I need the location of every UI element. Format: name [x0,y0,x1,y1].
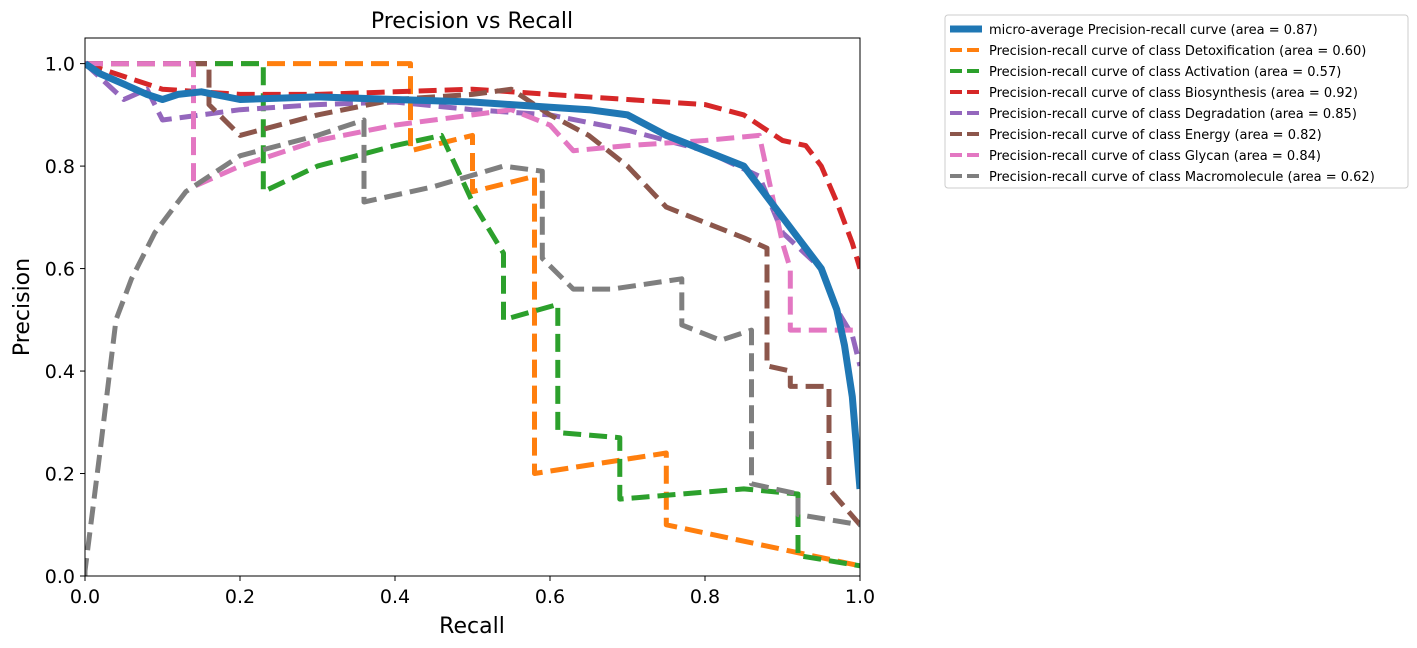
chart-title: Precision vs Recall [371,9,573,34]
x-tick-label: 1.0 [845,586,875,608]
x-axis-ticks: 0.0 0.2 0.4 0.6 0.8 1.0 [70,576,875,608]
legend-label-2: Precision-recall curve of class Activati… [989,65,1341,80]
y-axis-ticks: 0.0 0.2 0.4 0.6 0.8 1.0 [45,54,85,588]
legend-frame [944,14,1409,189]
legend: micro-average Precision-recall curve (ar… [944,14,1409,189]
x-tick-label: 0.8 [690,586,720,608]
y-tick-label: 0.0 [45,566,75,588]
plot-frame [84,37,861,577]
y-tick-label: 0.8 [45,156,75,178]
legend-label-1: Precision-recall curve of class Detoxifi… [989,44,1366,59]
series-line-4 [85,61,860,367]
y-axis-label: Precision [10,258,35,356]
x-tick-label: 0.0 [70,586,100,608]
series-line-5 [85,61,860,527]
legend-label-4: Precision-recall curve of class Degradat… [989,107,1357,122]
legend-label-7: Precision-recall curve of class Macromol… [989,170,1375,185]
series-line-6 [85,61,860,333]
series-line-0 [85,60,860,490]
series-line-3 [85,61,860,270]
x-tick-label: 0.2 [225,586,255,608]
legend-label-5: Precision-recall curve of class Energy (… [989,128,1322,143]
x-tick-label: 0.4 [380,586,410,608]
series-line-2 [85,61,860,569]
x-tick-label: 0.6 [535,586,565,608]
series-line-7 [85,117,860,576]
y-tick-label: 0.4 [45,361,75,383]
y-tick-label: 0.6 [45,259,75,281]
legend-label-3: Precision-recall curve of class Biosynth… [989,86,1358,101]
legend-label-6: Precision-recall curve of class Glycan (… [989,149,1321,164]
series-line-1 [85,61,860,569]
y-tick-label: 1.0 [45,54,75,76]
plot-area [85,60,860,576]
y-tick-label: 0.2 [45,464,75,486]
x-axis-label: Recall [439,614,505,639]
legend-label-0: micro-average Precision-recall curve (ar… [989,23,1318,38]
